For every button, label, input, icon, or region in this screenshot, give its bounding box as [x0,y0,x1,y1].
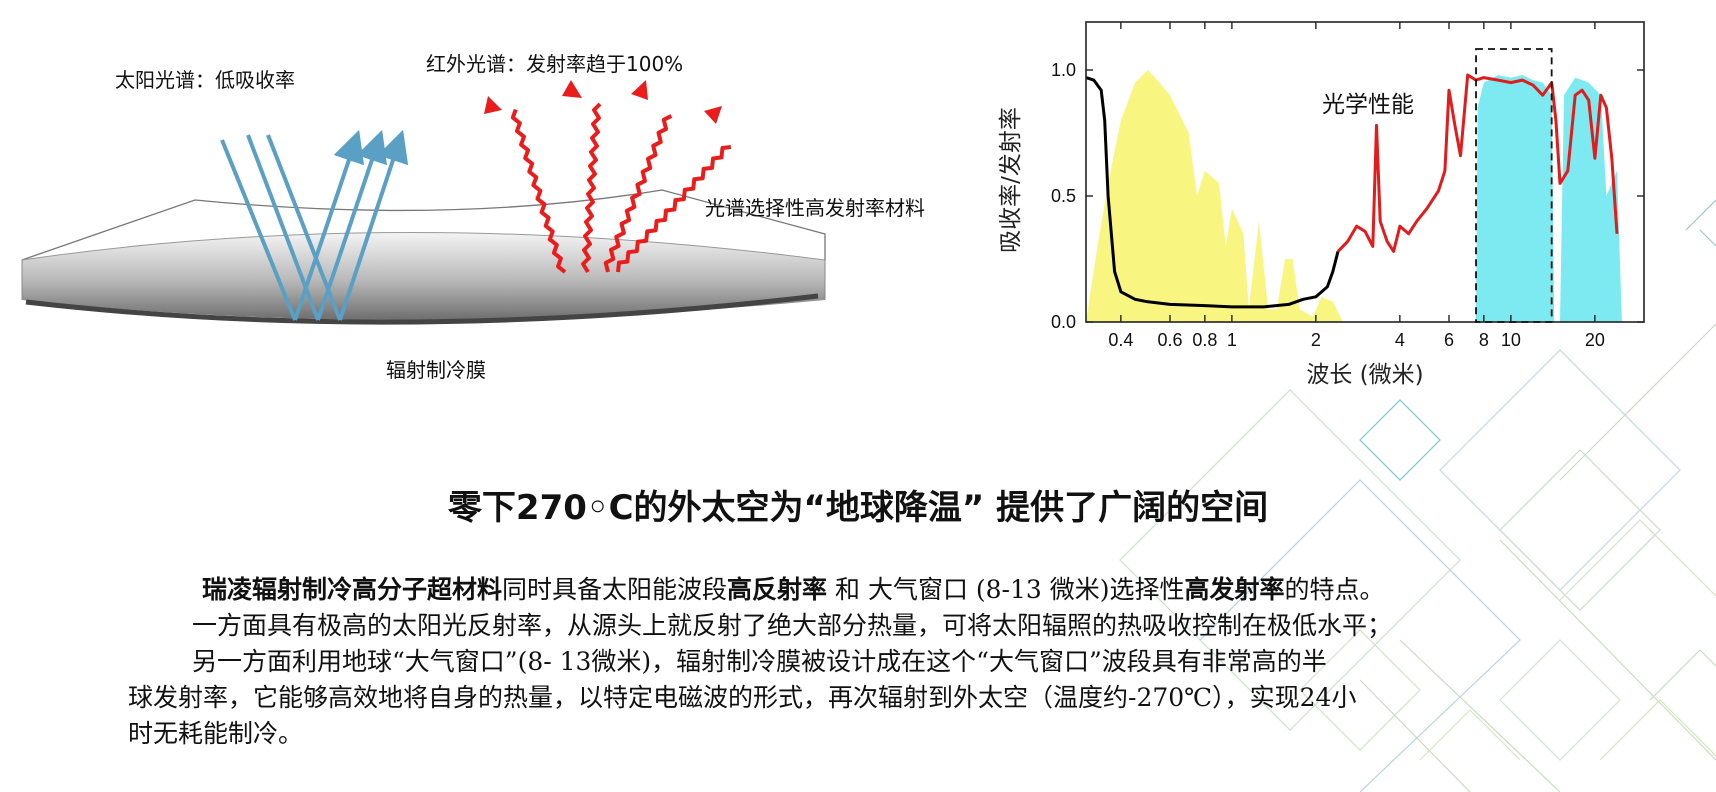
film-bottom-edge [25,293,819,325]
paragraph-line-5: 时无耗能制冷。 [128,719,304,748]
x-tick-label: 0.4 [1108,330,1133,350]
x-tick-label: 4 [1395,330,1405,350]
y-tick-label: 1.0 [1051,60,1076,80]
ir-arrow-heads [484,80,722,124]
y-axis-label: 吸收率/发射率 [998,107,1024,253]
page-heading: 零下270◦C的外太空为“地球降温” 提供了广阔的空间 [447,488,1269,528]
paragraph-line-2: 一方面具有极高的太阳光反射率，从源头上就反射了绝大部分热量，可将太阳辐照的热吸收… [192,611,1393,640]
solar-spectrum-label: 太阳光谱：低吸收率 [115,68,295,92]
text: 同时具备太阳能波段 [502,575,728,604]
x-tick-label: 8 [1479,330,1489,350]
product-name: 瑞凌辐射制冷高分子超材料 [202,575,503,604]
film-label: 辐射制冷膜 [386,358,486,382]
series-line-1 [1085,76,1340,309]
description-paragraph: 瑞凌辐射制冷高分子超材料同时具备太阳能波段高反射率 和 大气窗口 (8-13 微… [128,572,1608,752]
paragraph-line-4: 球发射率，它能够高效地将自身的热量，以特定电磁波的形式，再次辐射到外太空（温度约… [128,683,1357,712]
x-tick-label: 0.8 [1192,330,1217,350]
x-axis-label: 波长 (微米) [1306,362,1423,388]
infrared-spectrum-label: 红外光谱：发射率趋于100% [426,52,684,76]
atmospheric-window-area [1476,75,1622,322]
solar-spectrum-area [1086,70,1343,322]
paragraph-line-3: 另一方面利用地球“大气窗口”(8- 13微米)，辐射制冷膜被设计成在这个“大气窗… [192,647,1327,676]
radiative-cooling-diagram [21,80,826,325]
atmospheric-window-box [1475,48,1553,323]
ir-emission-arrows [510,102,732,274]
emph-high-reflectance: 高反射率 [727,575,828,604]
emph-high-emissivity: 高发射率 [1184,575,1285,604]
series-line-2 [1336,73,1619,253]
solar-rays [220,129,409,321]
x-tick-label: 1 [1227,330,1237,350]
text: 的特点。 [1284,575,1385,604]
x-tick-label: 20 [1585,330,1605,350]
x-tick-label: 6 [1444,330,1454,350]
cooling-film [22,232,825,320]
absorptivity-emissivity-chart: 0.4 0.6 0.8 1 2 4 6 8 10 20 0.0 0.5 1.0 光学性能 波长 (微米)… [998,21,1645,388]
material-label: 光谱选择性高发射率材料 [705,196,925,220]
optical-performance-annotation: 光学性能 [1322,92,1414,118]
x-tick-label: 10 [1501,330,1521,350]
film-top-outline [21,189,826,261]
plot-frame [1085,21,1645,323]
y-tick-label: 0.0 [1051,312,1076,332]
text: 和 大气窗口 (8-13 微米)选择性 [827,575,1185,604]
y-tick-label: 0.5 [1051,186,1076,206]
x-tick-label: 2 [1311,330,1321,350]
x-tick-label: 0.6 [1157,330,1182,350]
